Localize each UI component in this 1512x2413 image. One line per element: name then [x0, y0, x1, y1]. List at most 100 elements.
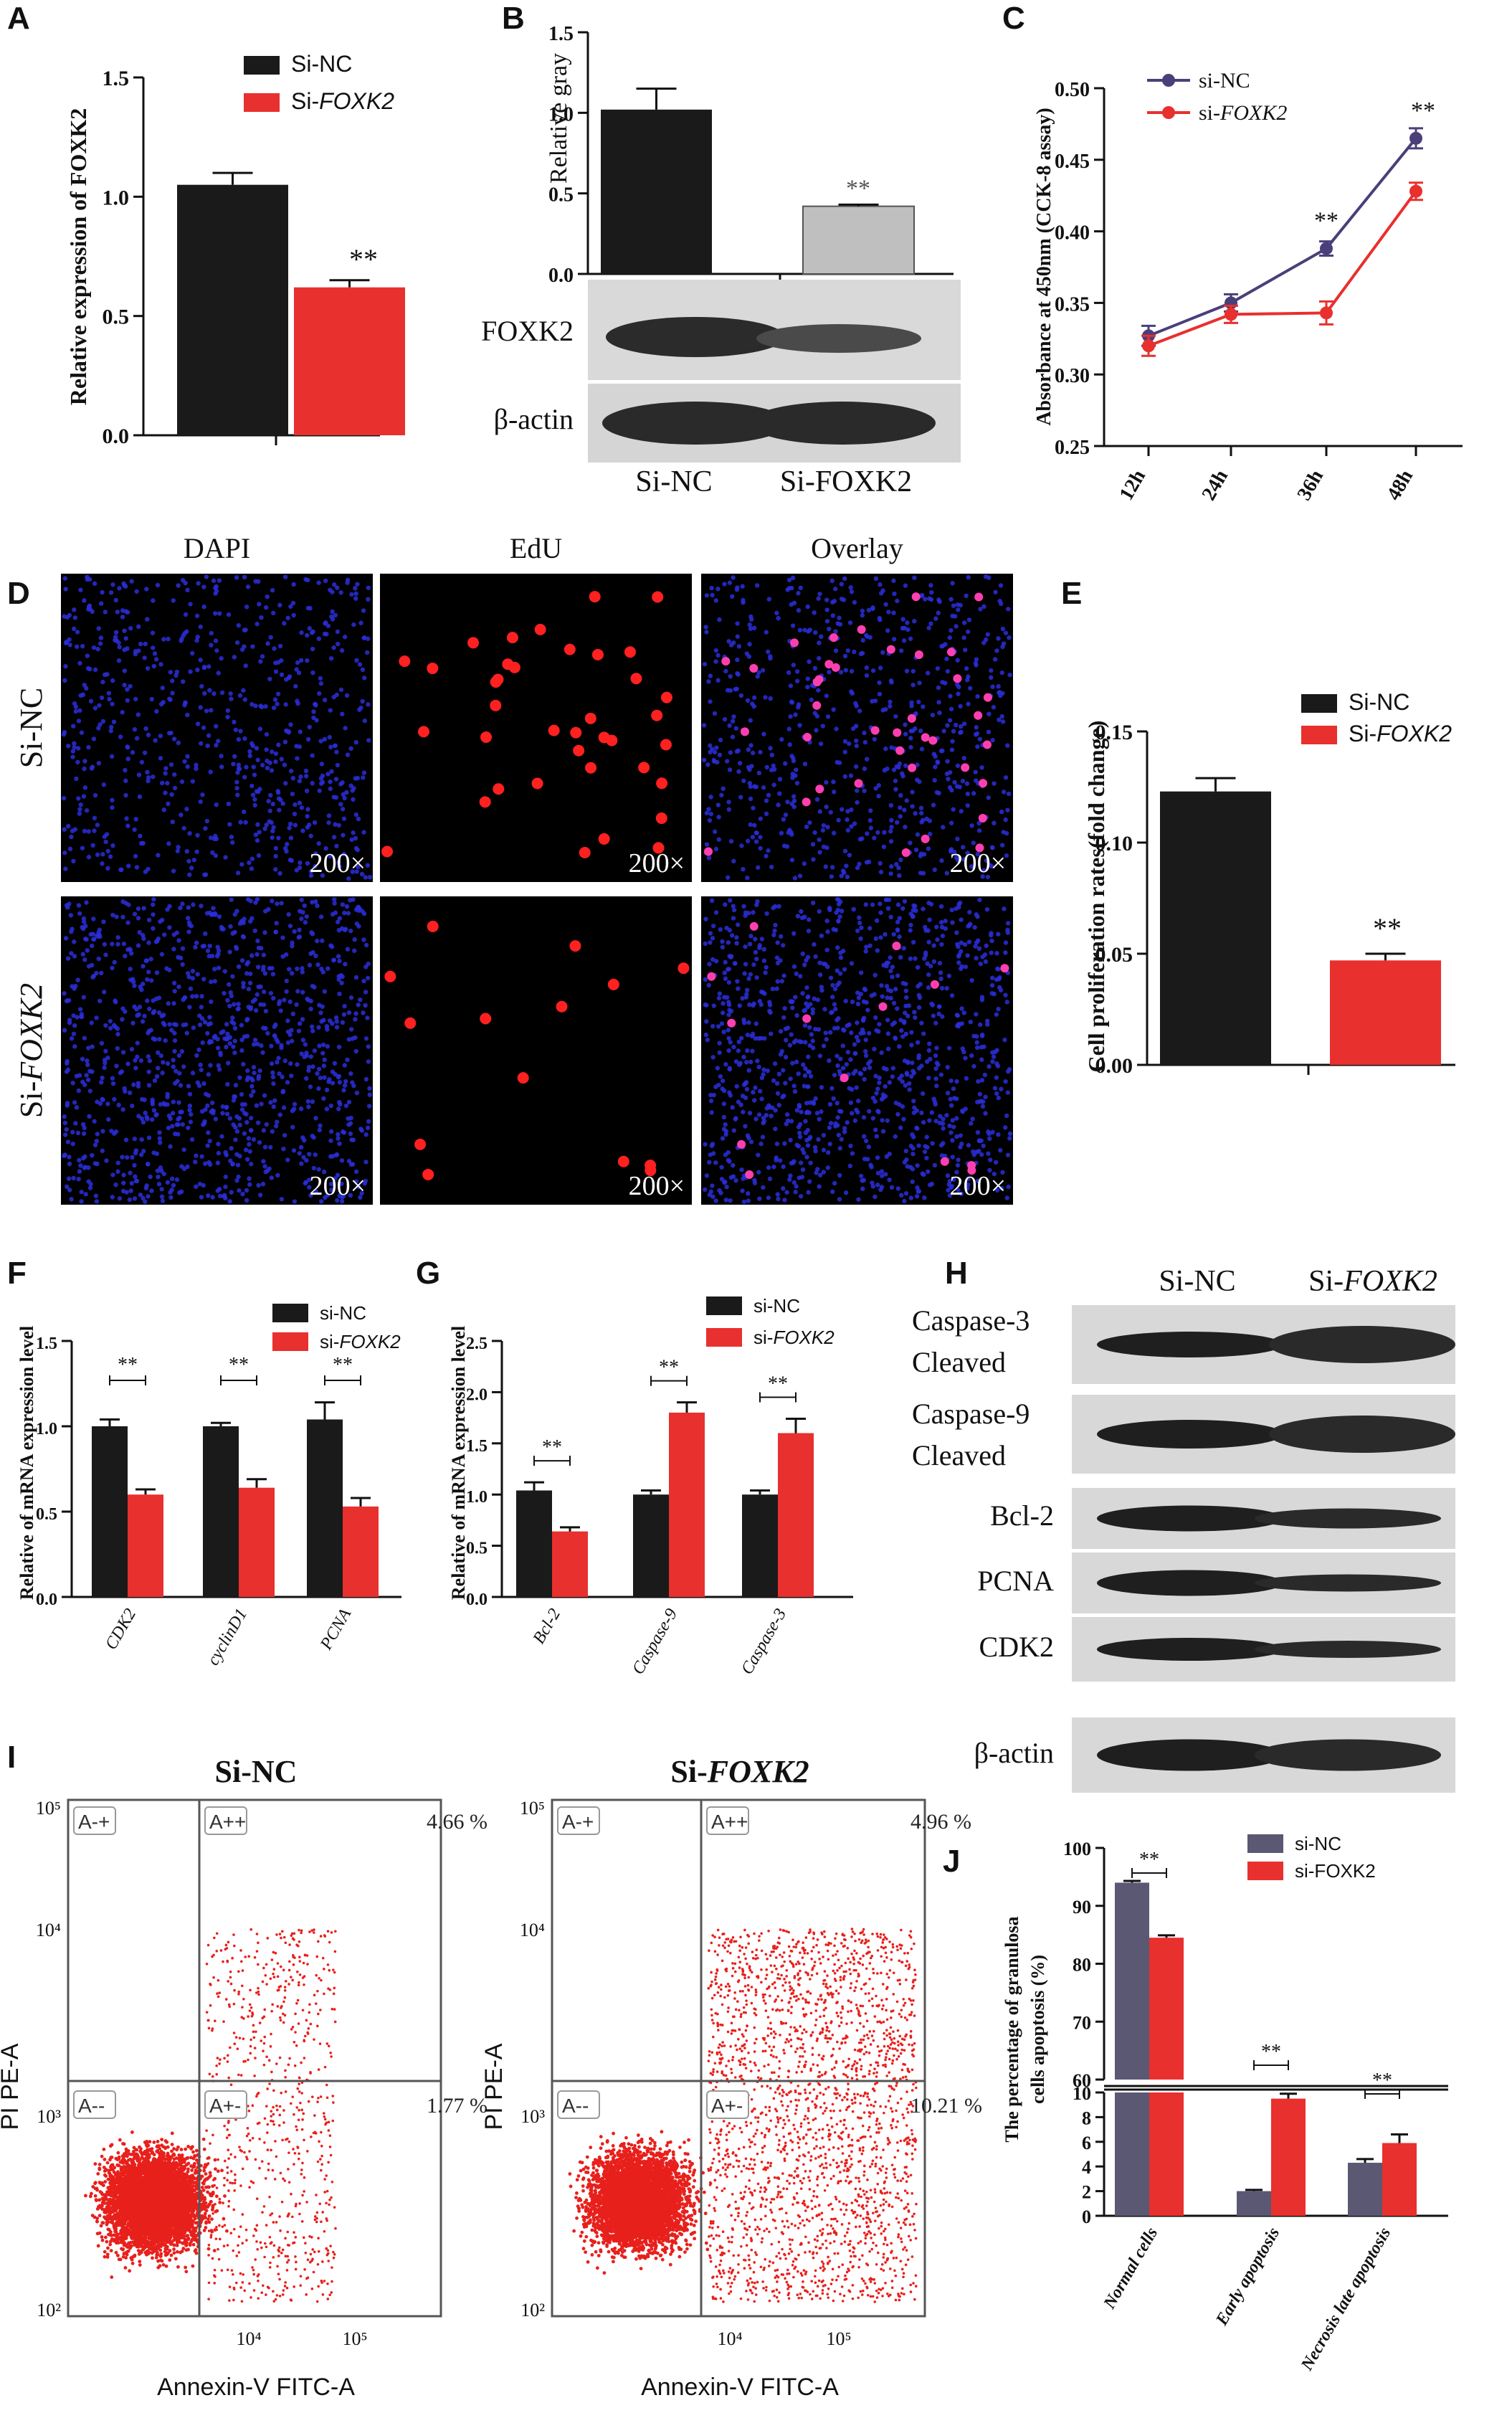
dapi-nucleus — [753, 784, 759, 790]
dapi-nucleus — [130, 1104, 135, 1109]
dapi-nucleus — [308, 1193, 313, 1198]
dapi-nucleus — [263, 703, 268, 709]
dapi-nucleus — [117, 586, 122, 591]
dapi-nucleus — [914, 1108, 920, 1113]
dapi-nucleus — [919, 1063, 924, 1068]
dapi-nucleus — [67, 1161, 72, 1167]
dapi-nucleus — [182, 703, 187, 708]
dapi-nucleus — [141, 840, 146, 846]
dapi-nucleus — [90, 1044, 95, 1049]
dapi-nucleus — [758, 845, 763, 851]
dapi-nucleus — [715, 759, 720, 765]
dapi-nucleus — [362, 718, 368, 724]
dapi-nucleus — [110, 1081, 116, 1086]
dapi-nucleus — [340, 902, 346, 907]
dapi-nucleus — [129, 1180, 134, 1186]
dapi-nucleus — [361, 911, 367, 916]
dapi-nucleus — [811, 1101, 817, 1106]
dapi-nucleus — [353, 1169, 359, 1175]
dapi-nucleus — [290, 1124, 295, 1130]
dapi-nucleus — [286, 912, 291, 917]
dapi-nucleus — [922, 1195, 927, 1200]
dapi-nucleus — [100, 861, 105, 866]
dapi-nucleus — [764, 630, 769, 635]
dapi-nucleus — [292, 929, 297, 934]
dapi-nucleus — [784, 844, 790, 849]
dapi-nucleus — [220, 1111, 225, 1116]
dapi-nucleus — [100, 1075, 105, 1081]
dapi-nucleus — [713, 659, 718, 664]
dapi-nucleus — [866, 607, 872, 613]
panel-b-lane-label-1: Si-NC — [635, 465, 712, 498]
dapi-nucleus — [747, 642, 752, 647]
panel-h-lane-label-1: Si-FOXK2 — [1308, 1265, 1437, 1298]
dapi-nucleus — [918, 729, 923, 734]
dapi-nucleus — [745, 876, 750, 881]
dapi-nucleus — [863, 1138, 869, 1144]
dapi-nucleus — [764, 911, 769, 916]
panel-c-legend-marker-0 — [1162, 74, 1175, 87]
dapi-nucleus — [110, 805, 115, 810]
dapi-nucleus — [317, 691, 322, 696]
dapi-nucleus — [184, 1030, 189, 1035]
dapi-nucleus — [727, 723, 732, 729]
dapi-nucleus — [784, 1190, 789, 1195]
dapi-nucleus — [195, 635, 200, 640]
dapi-nucleus — [835, 621, 840, 626]
dapi-nucleus — [334, 1019, 339, 1024]
dapi-nucleus — [981, 1143, 986, 1149]
dapi-nucleus — [222, 990, 227, 996]
dapi-nucleus — [219, 754, 224, 759]
dapi-nucleus — [83, 1192, 88, 1197]
dapi-nucleus — [843, 668, 848, 673]
dapi-nucleus — [328, 1103, 334, 1109]
dapi-nucleus — [67, 637, 72, 643]
dapi-nucleus — [295, 966, 300, 972]
dapi-nucleus — [325, 1193, 330, 1198]
dapi-nucleus — [322, 1075, 327, 1080]
dapi-nucleus — [760, 1134, 766, 1139]
dapi-nucleus — [346, 1099, 352, 1105]
dapi-nucleus — [827, 670, 832, 675]
dapi-nucleus — [282, 762, 287, 767]
dapi-nucleus — [178, 905, 183, 911]
dapi-nucleus — [328, 779, 333, 784]
dapi-nucleus — [842, 653, 848, 659]
dapi-nucleus — [885, 1031, 891, 1036]
dapi-nucleus — [276, 742, 281, 747]
dapi-nucleus — [130, 1020, 135, 1025]
dapi-nucleus — [76, 1088, 81, 1094]
dapi-nucleus — [870, 698, 875, 704]
dapi-nucleus — [146, 732, 151, 738]
dapi-nucleus — [939, 942, 944, 947]
dapi-nucleus — [330, 609, 335, 615]
dapi-nucleus — [297, 1021, 303, 1026]
dapi-nucleus — [1006, 1184, 1011, 1190]
dapi-nucleus — [998, 693, 1003, 698]
dapi-nucleus — [320, 873, 325, 878]
dapi-nucleus — [317, 1127, 322, 1133]
dapi-nucleus — [334, 692, 339, 698]
dapi-nucleus — [282, 997, 287, 1002]
dapi-nucleus — [867, 926, 873, 931]
panel-h-blot-label: Cleaved — [912, 1439, 1006, 1471]
edu-nucleus — [721, 657, 731, 666]
dapi-nucleus — [900, 625, 905, 631]
dapi-nucleus — [1006, 921, 1011, 926]
dapi-nucleus — [709, 1143, 714, 1149]
dapi-nucleus — [708, 940, 713, 945]
dapi-nucleus — [117, 645, 122, 650]
dapi-nucleus — [785, 1118, 791, 1124]
dapi-nucleus — [338, 687, 344, 693]
dapi-nucleus — [239, 1091, 244, 1097]
panel-e-ylabel: Cell proliferation rates(fold change) — [1083, 721, 1109, 1073]
dapi-nucleus — [885, 628, 890, 633]
dapi-nucleus — [296, 670, 302, 675]
dapi-nucleus — [91, 916, 96, 921]
dapi-nucleus — [96, 626, 101, 631]
panel-g-y-tick-label: 2.5 — [466, 1335, 488, 1353]
dapi-nucleus — [255, 1041, 260, 1047]
dapi-nucleus — [242, 736, 247, 741]
dapi-nucleus — [251, 1137, 257, 1142]
dapi-nucleus — [227, 1035, 233, 1040]
